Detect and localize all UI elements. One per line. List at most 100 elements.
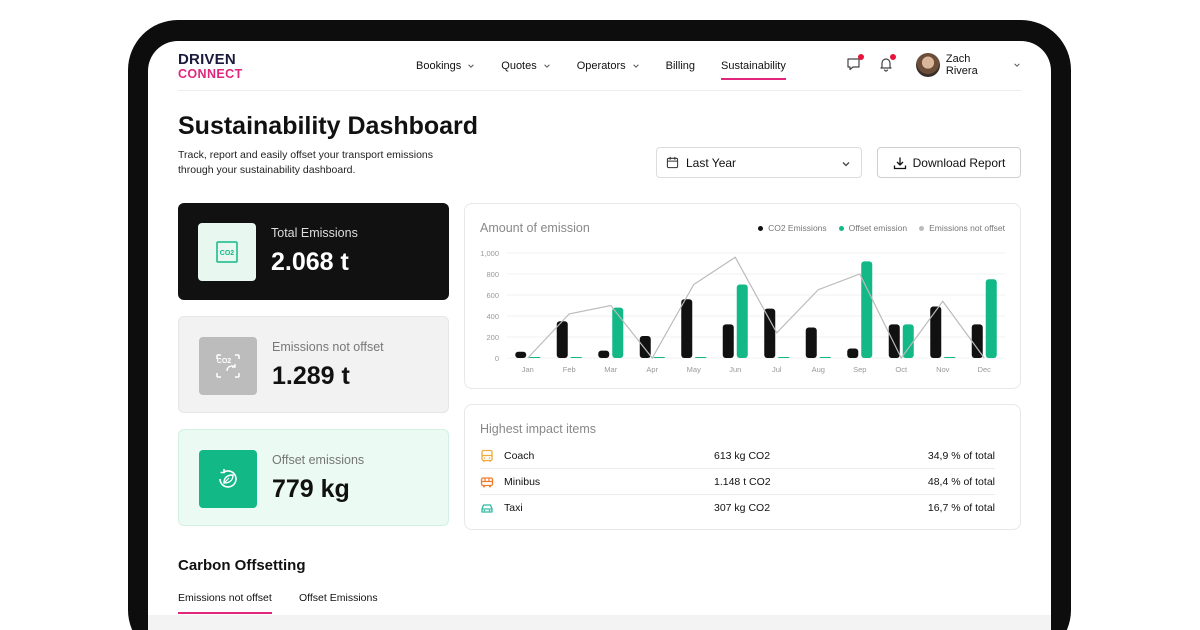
x-tick-label: Jun bbox=[729, 365, 741, 374]
nav-quotes[interactable]: Quotes bbox=[501, 41, 550, 91]
tab-label: Offset Emissions bbox=[299, 592, 378, 604]
bar-offset-emission bbox=[695, 357, 707, 358]
nav-bookings[interactable]: Bookings bbox=[416, 41, 475, 91]
chevron-down-icon bbox=[842, 162, 850, 167]
app-screen: DRIVEN CONNECT Bookings Quotes Operators… bbox=[148, 41, 1051, 630]
offsetting-content-area bbox=[148, 615, 1051, 630]
header-icons bbox=[845, 54, 896, 73]
y-tick-label: 200 bbox=[486, 333, 499, 342]
co2-offset-icon: CO2 bbox=[199, 337, 257, 395]
stat-value: 1.289 t bbox=[272, 362, 350, 390]
chat-icon[interactable] bbox=[845, 54, 864, 73]
bar-co2-emissions bbox=[930, 306, 942, 358]
table-row: Taxi 307 kg CO2 16,7 % of total bbox=[480, 495, 995, 521]
nav-operators[interactable]: Operators bbox=[577, 41, 640, 91]
download-report-button[interactable]: Download Report bbox=[877, 147, 1021, 178]
bar-co2-emissions bbox=[722, 324, 734, 358]
nav-operators-label: Operators bbox=[576, 60, 626, 72]
logo-bottom: CONNECT bbox=[178, 67, 243, 81]
nav-bookings-label: Bookings bbox=[416, 60, 462, 72]
legend-co2-label: CO2 Emissions bbox=[768, 223, 827, 233]
bar-co2-emissions bbox=[764, 308, 776, 358]
stat-total-emissions: CO2 Total Emissions 2.068 t bbox=[178, 203, 449, 300]
impact-title: Highest impact items bbox=[480, 422, 597, 436]
impact-item-percent: 34,9 % of total bbox=[927, 449, 995, 462]
x-tick-label: Jul bbox=[772, 365, 782, 374]
brand-logo[interactable]: DRIVEN CONNECT bbox=[178, 52, 243, 81]
nav-billing-label: Billing bbox=[665, 60, 696, 72]
legend-offset: Offset emission bbox=[838, 223, 907, 233]
bar-offset-emission bbox=[985, 279, 997, 358]
y-tick-label: 400 bbox=[486, 312, 499, 321]
bar-co2-emissions bbox=[556, 321, 568, 358]
tab-emissions-not-offset[interactable]: Emissions not offset bbox=[178, 592, 272, 614]
chevron-down-icon bbox=[632, 64, 639, 68]
x-tick-label: Apr bbox=[646, 365, 658, 374]
date-range-value: Last Year bbox=[686, 155, 737, 170]
bar-offset-emission bbox=[736, 284, 748, 358]
x-tick-label: May bbox=[687, 365, 701, 374]
date-range-select[interactable]: Last Year bbox=[656, 147, 862, 178]
svg-text:CO2: CO2 bbox=[217, 358, 232, 365]
bar-offset-emission bbox=[653, 357, 665, 358]
x-tick-label: Nov bbox=[936, 365, 950, 374]
tab-label: Emissions not offset bbox=[178, 592, 272, 604]
impact-item-percent: 48,4 % of total bbox=[927, 475, 995, 488]
impact-item-amount: 1.148 t CO2 bbox=[714, 475, 771, 488]
bus-icon bbox=[481, 449, 493, 462]
avatar bbox=[916, 53, 940, 77]
emission-chart-card: 0 200 400 600 800 1,000 Jan Feb Mar Apr May Jun Jul A… bbox=[464, 203, 1021, 389]
x-tick-label: Sep bbox=[853, 365, 866, 374]
chevron-down-icon bbox=[543, 64, 550, 68]
emission-chart: 0 200 400 600 800 1,000 Jan Feb Mar Apr May Jun Jul A… bbox=[480, 249, 1005, 374]
main-nav: Bookings Quotes Operators Billing Sustai… bbox=[416, 41, 812, 91]
x-tick-label: Feb bbox=[563, 365, 576, 374]
x-tick-label: Mar bbox=[604, 365, 617, 374]
leaf-cycle-icon bbox=[199, 450, 257, 508]
nav-quotes-label: Quotes bbox=[501, 60, 537, 72]
y-tick-label: 800 bbox=[486, 270, 499, 279]
chart-legend: CO2 Emissions Offset emission Emissions … bbox=[758, 223, 1005, 233]
impact-item-name: Minibus bbox=[504, 475, 541, 488]
nav-sustainability[interactable]: Sustainability bbox=[721, 41, 786, 91]
nav-billing[interactable]: Billing bbox=[666, 41, 695, 91]
top-navigation-bar: DRIVEN CONNECT Bookings Quotes Operators… bbox=[178, 41, 1021, 91]
page-subtitle: Track, report and easily offset your tra… bbox=[178, 149, 434, 176]
user-name: Zach Rivera bbox=[945, 53, 978, 77]
stat-value: 2.068 t bbox=[271, 248, 349, 276]
stat-label: Offset emissions bbox=[272, 453, 365, 467]
bar-offset-emission bbox=[612, 307, 624, 358]
y-tick-label: 600 bbox=[486, 291, 499, 300]
calendar-icon bbox=[666, 156, 679, 169]
bar-offset-emission bbox=[902, 324, 914, 358]
nav-sustainability-label: Sustainability bbox=[721, 60, 786, 72]
bar-co2-emissions bbox=[681, 299, 693, 358]
page-title: Sustainability Dashboard bbox=[178, 112, 479, 140]
bar-offset-emission bbox=[861, 261, 873, 358]
bell-notification-dot bbox=[890, 54, 896, 60]
impact-items-card: Highest impact items Coach 613 kg CO2 34… bbox=[464, 404, 1021, 530]
legend-co2: CO2 Emissions bbox=[758, 223, 827, 233]
minibus-icon bbox=[480, 476, 494, 487]
tab-offset-emissions[interactable]: Offset Emissions bbox=[299, 592, 378, 614]
co2-icon: CO2 bbox=[198, 223, 256, 281]
chevron-down-icon bbox=[1014, 63, 1020, 67]
x-tick-label: Aug bbox=[812, 365, 825, 374]
impact-item-percent: 16,7 % of total bbox=[927, 502, 995, 514]
bar-offset-emission bbox=[529, 357, 541, 358]
bar-offset-emission bbox=[570, 357, 582, 358]
chart-title: Amount of emission bbox=[480, 221, 590, 235]
impact-item-amount: 307 kg CO2 bbox=[714, 502, 771, 514]
user-menu[interactable]: Zach Rivera bbox=[913, 50, 1021, 80]
download-icon bbox=[893, 157, 906, 169]
table-row: Coach 613 kg CO2 34,9 % of total bbox=[480, 443, 995, 469]
x-tick-label: Jan bbox=[522, 365, 534, 374]
bar-co2-emissions bbox=[847, 348, 859, 358]
table-row: Minibus 1.148 t CO2 48,4 % of total bbox=[480, 469, 995, 495]
line-emissions-not-offset bbox=[527, 256, 985, 360]
bar-co2-emissions bbox=[971, 324, 983, 358]
stat-offset-emissions: Offset emissions 779 kg bbox=[178, 429, 449, 526]
car-icon bbox=[481, 504, 493, 513]
chat-notification-dot bbox=[858, 54, 864, 60]
bell-icon[interactable] bbox=[877, 54, 896, 73]
